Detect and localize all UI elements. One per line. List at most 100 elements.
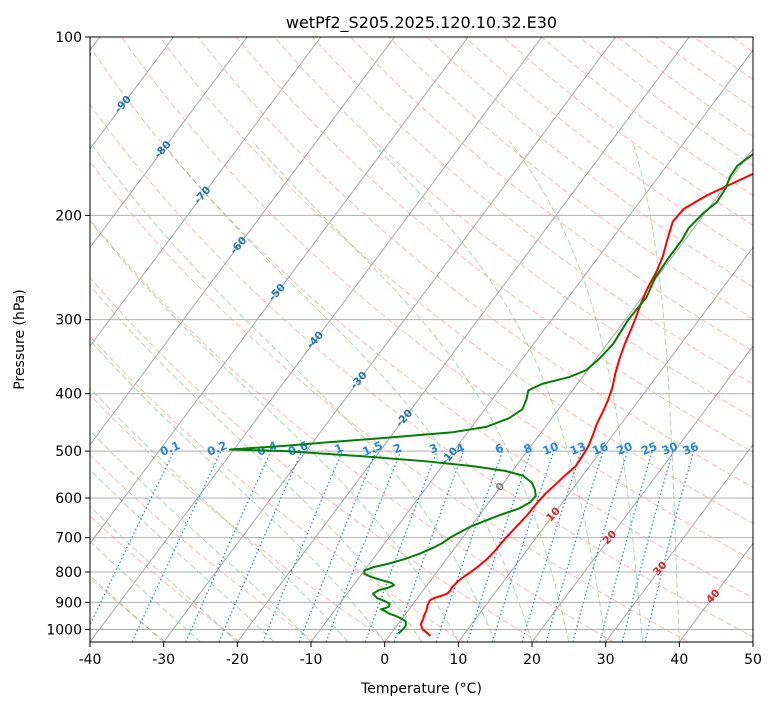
dry-adiabat-line bbox=[273, 37, 753, 419]
isotherm-label: -50 bbox=[266, 282, 288, 304]
dry-adiabat-line bbox=[731, 37, 753, 53]
temperature-profile-line bbox=[419, 172, 753, 637]
mixing-ratio-line bbox=[90, 450, 175, 627]
dry-adiabat-line bbox=[464, 37, 753, 257]
x-tick-label: 30 bbox=[597, 652, 615, 668]
isotherm-label: 10 bbox=[544, 505, 563, 524]
y-tick-label: 300 bbox=[55, 313, 82, 329]
mixing-ratio-line bbox=[185, 450, 272, 642]
x-tick-label: 40 bbox=[670, 652, 688, 668]
y-tick-label: 900 bbox=[55, 595, 82, 611]
y-tick-label: 600 bbox=[55, 491, 82, 507]
moist-adiabat-line bbox=[90, 141, 496, 642]
mixing-ratio-line bbox=[131, 450, 222, 642]
mixing-ratio-label: 2 bbox=[391, 440, 404, 456]
moist-adiabat-line bbox=[252, 140, 570, 642]
x-tick-label: -40 bbox=[79, 652, 102, 668]
isotherm-line bbox=[90, 37, 395, 446]
isotherm-line bbox=[384, 147, 753, 642]
dry-adiabat-line bbox=[541, 37, 753, 196]
plot-frame bbox=[89, 36, 754, 643]
y-tick-label: 1000 bbox=[46, 622, 82, 638]
mixing-ratio-label: 36 bbox=[681, 439, 701, 458]
isotherm-label: 30 bbox=[651, 559, 670, 578]
dry-adiabat-line bbox=[770, 37, 775, 642]
mixing-ratio-label: 0.1 bbox=[158, 438, 182, 459]
isotherm-line bbox=[531, 345, 753, 642]
mixing-ratio-label: 25 bbox=[639, 439, 659, 458]
y-tick-label: 200 bbox=[55, 208, 82, 224]
moist-adiabat-line bbox=[90, 540, 201, 642]
y-tick-label: 100 bbox=[55, 30, 82, 46]
moist-adiabat-line bbox=[509, 141, 643, 642]
isotherm-line bbox=[163, 37, 616, 642]
mixing-ratio-line bbox=[621, 450, 674, 642]
mixing-ratio-line bbox=[393, 450, 465, 642]
isotherm-label: -60 bbox=[228, 235, 250, 257]
dry-adiabat-line bbox=[90, 577, 166, 642]
mixing-ratio-line bbox=[218, 450, 303, 642]
dry-adiabat-line bbox=[235, 37, 753, 453]
mixing-ratio-line bbox=[491, 450, 555, 642]
x-tick-label: 50 bbox=[744, 652, 762, 668]
dry-adiabat-line bbox=[121, 37, 753, 561]
isotherm-label: 20 bbox=[601, 528, 620, 547]
x-tick-label: 20 bbox=[523, 652, 541, 668]
dry-adiabat-line bbox=[90, 394, 390, 642]
dry-adiabat-line bbox=[90, 45, 753, 599]
isotherm-line bbox=[90, 37, 322, 347]
y-tick-label: 500 bbox=[55, 444, 82, 460]
moist-adiabat-line bbox=[90, 429, 312, 642]
mixing-ratio-line bbox=[599, 450, 653, 642]
y-tick-label: 400 bbox=[55, 387, 82, 403]
mixing-ratio-line bbox=[435, 450, 504, 642]
dry-adiabat-line bbox=[197, 37, 753, 489]
isotherm-label: -30 bbox=[348, 369, 370, 391]
x-tick-label: -20 bbox=[226, 652, 249, 668]
dewpoint-profile-line bbox=[229, 152, 753, 635]
isotherm-line bbox=[90, 37, 543, 642]
dry-adiabat-line bbox=[90, 515, 241, 642]
dry-adiabat-line bbox=[90, 218, 614, 642]
mixing-ratio-label: 20 bbox=[614, 439, 634, 458]
mixing-ratio-line bbox=[644, 450, 695, 642]
mixing-ratio-line bbox=[364, 450, 438, 642]
mixing-ratio-label: 16 bbox=[590, 439, 610, 458]
y-axis-label: Pressure (hPa) bbox=[12, 289, 28, 389]
mixing-ratio-line bbox=[466, 450, 532, 642]
isotherm-label: -40 bbox=[304, 329, 326, 351]
isotherm-label: -90 bbox=[112, 93, 134, 115]
isotherm-label: -100 bbox=[68, 48, 95, 76]
moist-adiabat-line bbox=[90, 220, 459, 642]
moist-adiabat-line bbox=[90, 505, 238, 642]
y-tick-label: 800 bbox=[55, 565, 82, 581]
isotherm-label: -70 bbox=[192, 184, 214, 206]
dry-adiabat-line bbox=[90, 103, 753, 638]
mixing-ratio-label: 30 bbox=[660, 439, 680, 458]
dry-adiabat-line bbox=[579, 37, 753, 167]
isotherm-label: 40 bbox=[704, 587, 723, 606]
isotherm-line bbox=[236, 37, 690, 642]
y-tick-label: 700 bbox=[55, 531, 82, 547]
moist-adiabat-line bbox=[370, 140, 607, 642]
x-tick-label: -10 bbox=[300, 652, 323, 668]
isotherm-line bbox=[90, 37, 469, 545]
chart-title: wetPf2_S205.2025.120.10.32.E30 bbox=[286, 13, 557, 33]
x-tick-label: 0 bbox=[380, 652, 389, 668]
dry-adiabat-line bbox=[90, 335, 465, 642]
dry-adiabat-line bbox=[312, 37, 753, 385]
isotherm-line bbox=[90, 37, 248, 249]
dry-adiabat-line bbox=[159, 37, 753, 525]
isotherm-line bbox=[457, 246, 753, 642]
mixing-ratio-line bbox=[572, 450, 629, 642]
mixing-ratio-label: 0.2 bbox=[205, 438, 229, 459]
dry-adiabat-line bbox=[426, 37, 753, 288]
mixing-ratio-line bbox=[262, 450, 343, 642]
dry-adiabat-line bbox=[90, 161, 689, 642]
isotherm-label: -80 bbox=[152, 139, 174, 161]
isotherm-line bbox=[678, 542, 753, 642]
mixing-ratio-line bbox=[298, 450, 377, 642]
isotherm-line bbox=[310, 49, 753, 642]
x-axis-label: Temperature (°C) bbox=[360, 681, 482, 697]
